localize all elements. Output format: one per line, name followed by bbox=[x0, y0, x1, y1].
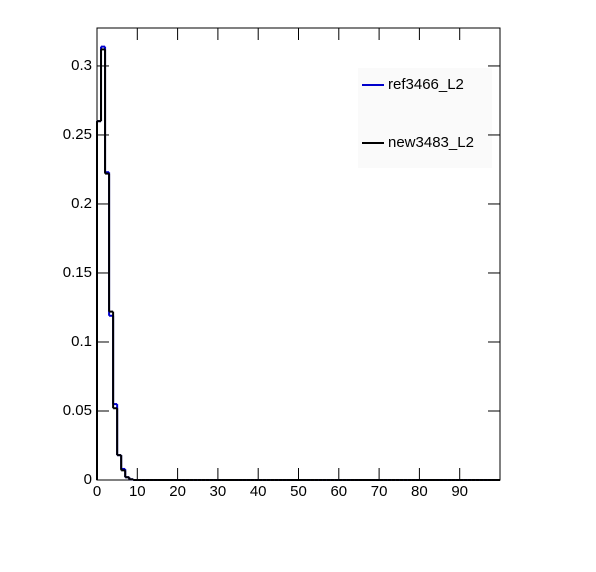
legend-label: ref3466_L2 bbox=[388, 76, 464, 93]
x-tick-label: 40 bbox=[250, 483, 267, 500]
legend-label: new3483_L2 bbox=[388, 134, 474, 151]
y-tick-label: 0.25 bbox=[63, 126, 92, 143]
y-tick-label: 0.15 bbox=[63, 264, 92, 281]
x-tick-label: 30 bbox=[210, 483, 227, 500]
x-tick-label: 10 bbox=[129, 483, 146, 500]
y-tick-label: 0 bbox=[84, 471, 92, 488]
y-tick-label: 0.2 bbox=[71, 195, 92, 212]
y-tick-label: 0.1 bbox=[71, 333, 92, 350]
x-tick-label: 80 bbox=[411, 483, 428, 500]
y-tick-label: 0.05 bbox=[63, 402, 92, 419]
x-tick-label: 20 bbox=[169, 483, 186, 500]
x-tick-label: 50 bbox=[290, 483, 307, 500]
x-tick-label: 90 bbox=[451, 483, 468, 500]
x-tick-label: 70 bbox=[371, 483, 388, 500]
y-tick-label: 0.3 bbox=[71, 57, 92, 74]
x-tick-label: 60 bbox=[330, 483, 347, 500]
x-tick-label: 0 bbox=[93, 483, 101, 500]
